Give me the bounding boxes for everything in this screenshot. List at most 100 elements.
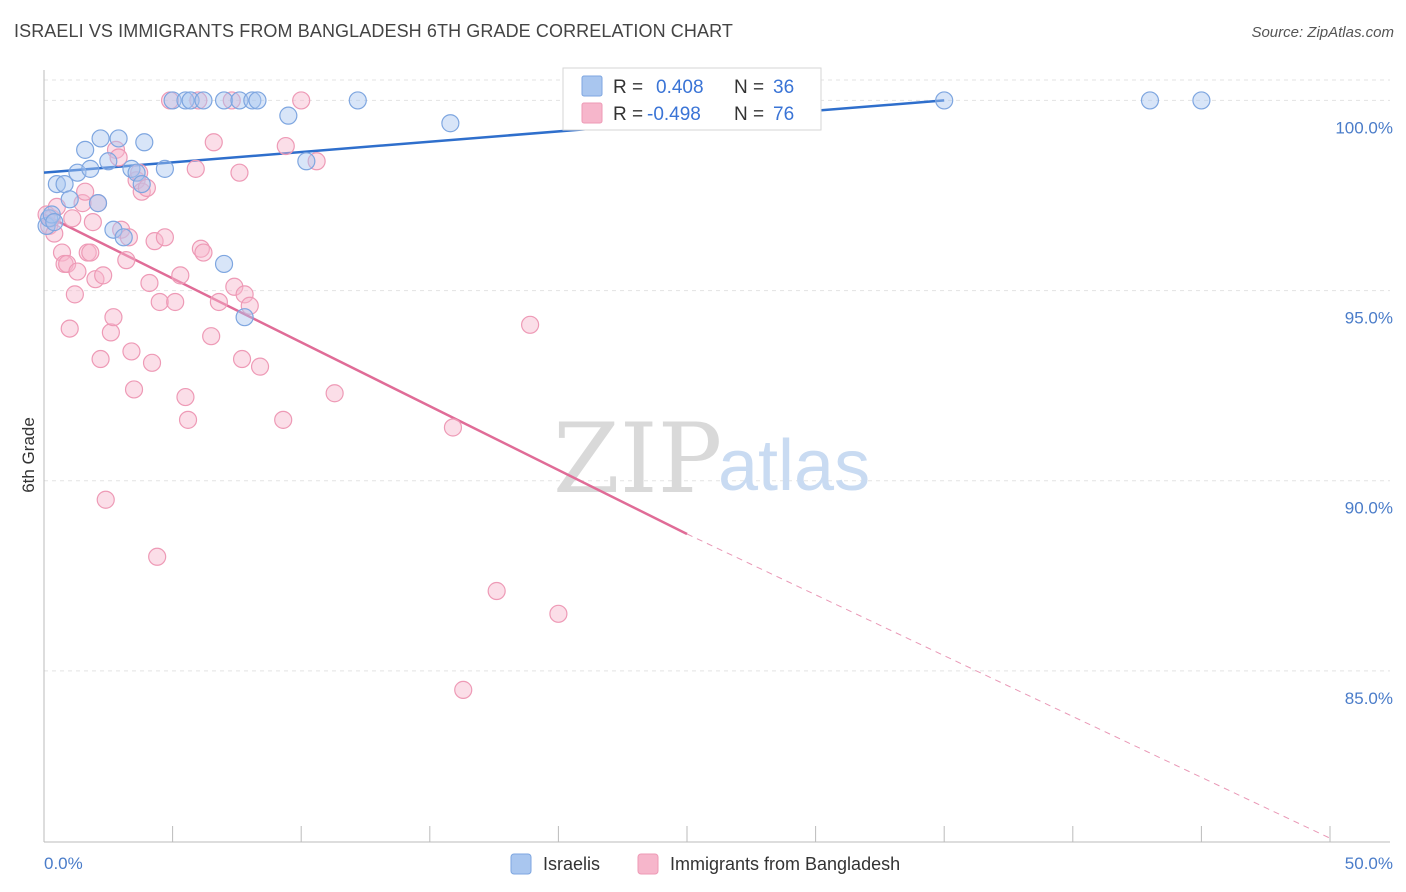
stats-r-value-1: 0.408	[656, 77, 704, 98]
point-israelis-18	[132, 174, 151, 194]
point-bangladesh-53	[222, 91, 241, 110]
point-bangladesh-54	[225, 277, 244, 296]
watermark-zip: ZIP	[553, 403, 722, 515]
point-israelis-11	[88, 194, 108, 213]
point-israelis-3	[45, 213, 64, 232]
point-bangladesh-5	[52, 243, 72, 262]
point-israelis-36	[1140, 91, 1160, 110]
point-bangladesh-50	[202, 327, 221, 346]
point-bangladesh-35	[140, 273, 159, 293]
point-bangladesh-58	[240, 296, 259, 315]
trend-line-bangladesh-extension	[686, 533, 1331, 839]
point-bangladesh-22	[101, 323, 120, 342]
point-israelis-26	[214, 91, 234, 110]
point-bangladesh-44	[176, 387, 195, 407]
point-israelis-15	[114, 228, 133, 247]
point-israelis-17	[127, 163, 146, 182]
point-bangladesh-19	[91, 349, 110, 369]
point-bangladesh-28	[119, 228, 138, 247]
point-bangladesh-21	[96, 490, 115, 509]
y-tick-label-1: 90.0%	[1345, 499, 1393, 518]
point-bangladesh-65	[443, 418, 463, 437]
point-bangladesh-45	[178, 410, 198, 429]
point-bangladesh-66	[487, 581, 506, 601]
point-bangladesh-15	[81, 243, 100, 262]
legend-label-israelis: Israelis	[543, 854, 600, 874]
y-axis-label: 6th Grade	[19, 417, 38, 493]
point-israelis-29	[243, 91, 262, 110]
point-bangladesh-57	[235, 285, 254, 304]
stats-n-value-2: 76	[773, 104, 794, 125]
y-tick-label-0: 85.0%	[1345, 689, 1393, 708]
point-bangladesh-63	[307, 152, 326, 171]
point-bangladesh-10	[65, 285, 84, 304]
point-bangladesh-8	[60, 319, 79, 338]
point-bangladesh-20	[94, 266, 113, 285]
point-bangladesh-61	[276, 136, 295, 156]
point-bangladesh-46	[186, 159, 205, 178]
stats-r-label-1: R =	[613, 77, 643, 98]
x-tick-label-0: 0.0%	[44, 854, 83, 873]
point-israelis-10	[91, 129, 110, 148]
point-bangladesh-39	[150, 292, 169, 312]
legend-swatch-bangladesh	[637, 853, 659, 875]
point-israelis-35	[935, 91, 954, 110]
stats-r-label-2: R =	[613, 104, 643, 125]
point-bangladesh-51	[204, 133, 223, 152]
stats-swatch-israelis	[581, 75, 603, 97]
point-israelis-13	[104, 220, 123, 239]
trend-line-bangladesh	[43, 213, 688, 536]
point-israelis-21	[163, 91, 182, 110]
point-israelis-28	[235, 308, 254, 327]
stats-n-label-2: N =	[734, 104, 764, 125]
point-israelis-12	[99, 152, 118, 171]
point-bangladesh-9	[63, 209, 82, 228]
point-israelis-31	[279, 106, 298, 125]
point-israelis-6	[60, 190, 79, 209]
chart-source: Source: ZipAtlas.com	[1251, 24, 1394, 41]
legend-swatch-israelis	[510, 853, 532, 875]
point-bangladesh-64	[325, 384, 344, 403]
point-bangladesh-43	[171, 266, 190, 285]
point-bangladesh-37	[145, 232, 164, 251]
point-bangladesh-55	[230, 163, 249, 182]
axes	[43, 70, 1390, 843]
point-bangladesh-23	[104, 308, 123, 327]
point-bangladesh-36	[142, 353, 162, 372]
point-israelis-8	[76, 140, 95, 159]
point-bangladesh-59	[250, 357, 270, 376]
point-bangladesh-27	[117, 251, 136, 270]
stats-n-value-1: 36	[773, 77, 794, 98]
point-israelis-24	[194, 91, 213, 110]
point-bangladesh-25	[109, 148, 128, 167]
point-bangladesh-38	[148, 547, 167, 566]
stats-n-label-1: N =	[734, 77, 764, 98]
point-bangladesh-13	[76, 182, 95, 201]
series-legend: Israelis Immigrants from Bangladesh	[510, 853, 900, 875]
chart-title: ISRAELI VS IMMIGRANTS FROM BANGLADESH 6T…	[14, 21, 733, 41]
point-bangladesh-49	[194, 243, 213, 262]
point-bangladesh-16	[83, 213, 102, 232]
point-israelis-30	[248, 91, 267, 110]
point-bangladesh-40	[155, 228, 174, 247]
watermark: ZIP atlas	[553, 403, 870, 515]
point-bangladesh-62	[292, 91, 311, 110]
point-israelis-27	[230, 91, 249, 110]
point-bangladesh-47	[189, 91, 208, 110]
x-tick-label-1: 50.0%	[1345, 854, 1393, 873]
point-bangladesh-52	[209, 292, 228, 312]
watermark-atlas: atlas	[718, 426, 870, 506]
stats-r-value-2: -0.498	[647, 104, 701, 125]
point-israelis-4	[47, 174, 66, 194]
y-tick-label-2: 95.0%	[1345, 309, 1393, 328]
tick-labels: 85.0% 90.0% 95.0% 100.0% 0.0% 50.0%	[44, 118, 1393, 873]
point-bangladesh-68	[549, 604, 568, 623]
y-tick-label-3: 100.0%	[1335, 118, 1393, 137]
point-israelis-14	[109, 129, 128, 148]
point-bangladesh-60	[274, 410, 293, 429]
point-israelis-33	[348, 91, 367, 110]
point-israelis-22	[176, 91, 195, 110]
point-bangladesh-67	[521, 315, 540, 334]
point-israelis-25	[214, 254, 234, 274]
